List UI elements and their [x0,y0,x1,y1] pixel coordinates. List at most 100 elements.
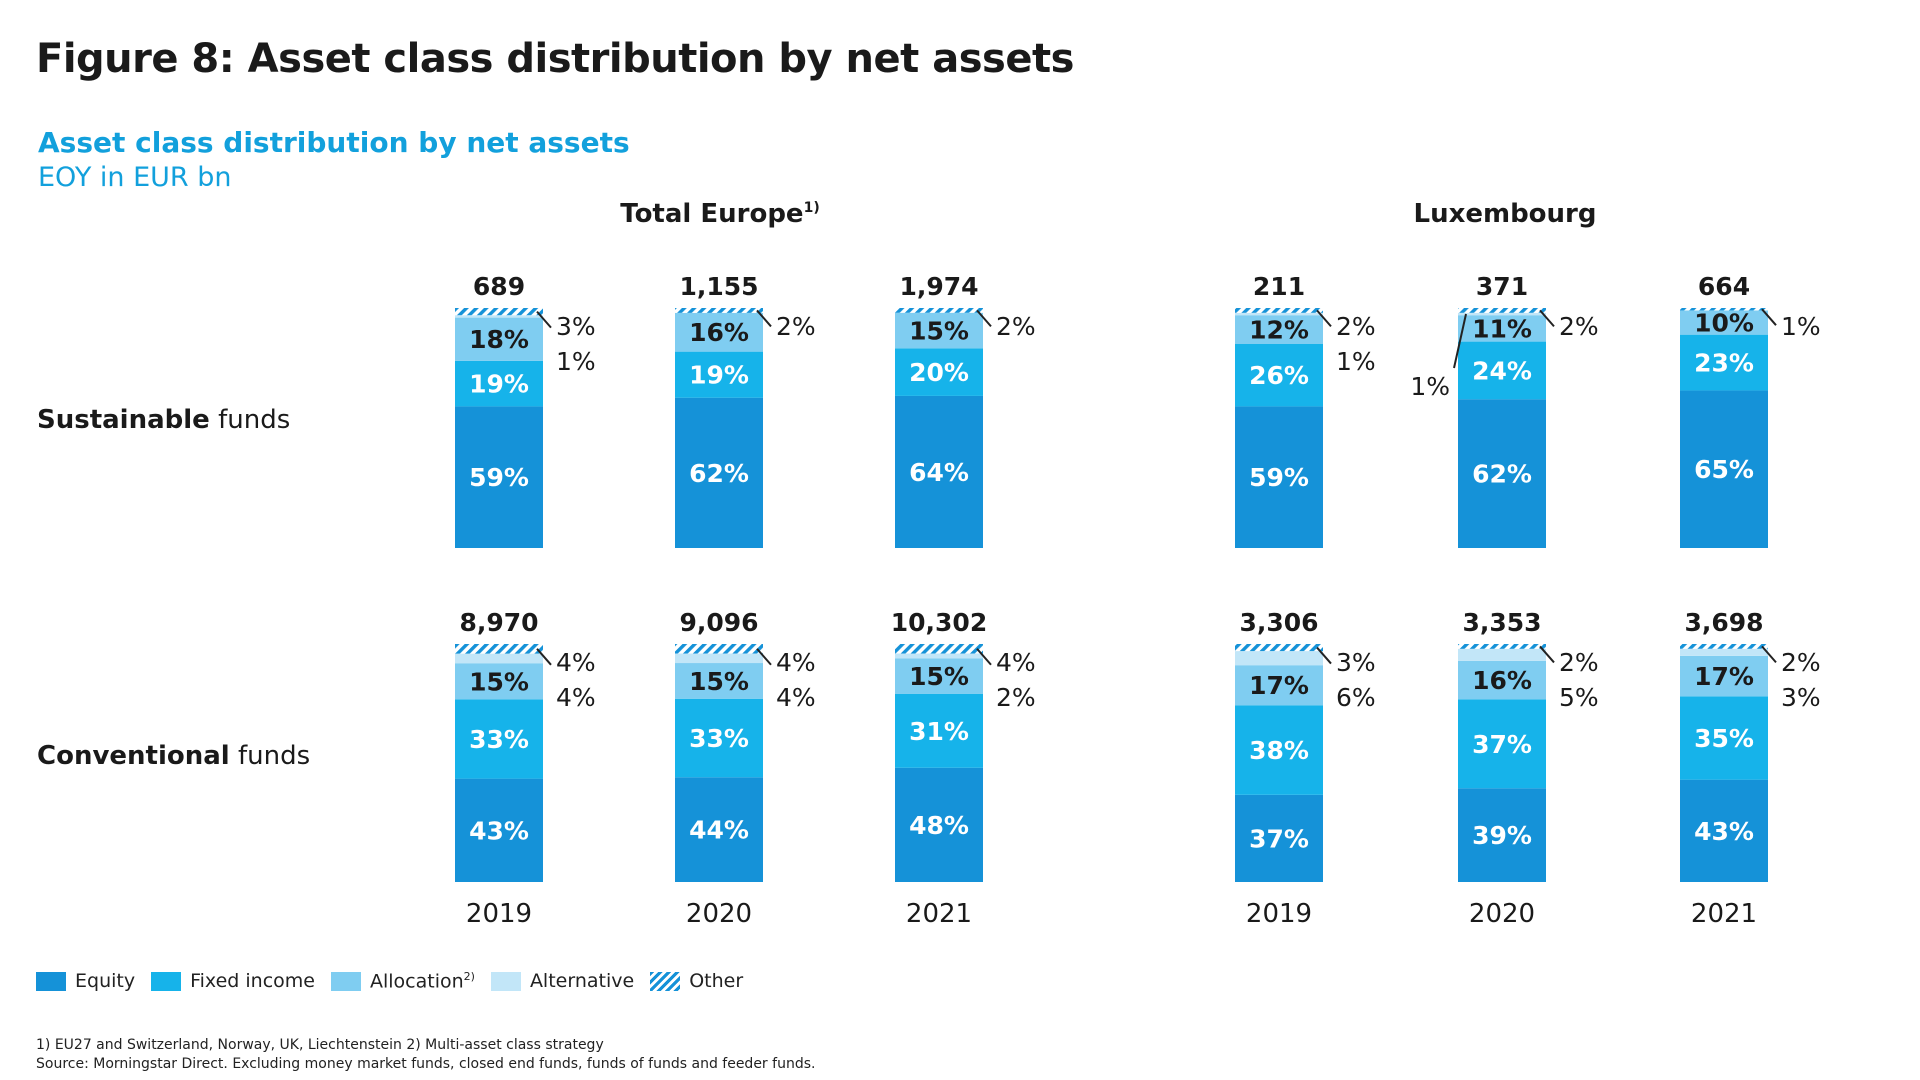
other-pct-label: 1% [1781,312,1821,341]
bar-segment-equity [1680,390,1768,548]
chart-legend: Equity Fixed income Allocation2) Alterna… [36,970,743,992]
leader-line [976,648,992,666]
legend-swatch-fixed-income [151,971,182,991]
year-label: 2019 [466,899,532,929]
segment-label-fixed-income: 38% [1249,736,1309,765]
bar-segment-equity [895,395,983,548]
bar-segment-other [455,644,543,654]
bar-total-label: 9,096 [679,608,758,637]
segment-label-equity: 59% [469,463,529,492]
leader-line [1316,309,1332,328]
bar-segment-equity [455,406,543,548]
legend-label-equity: Equity [75,970,136,993]
year-label: 2021 [906,899,972,929]
bar-segment-fixed-income [1458,699,1546,789]
row-label: Conventional funds [37,741,310,771]
bar-total-label: 1,974 [899,272,978,301]
segment-label-fixed-income: 19% [689,361,749,390]
bar-segment-allocation [675,312,763,352]
bar-segment-other [895,308,983,313]
bar-segment-other [675,308,763,313]
legend-allocation-footnote: 2) [463,970,475,983]
bar-segment-alternative [455,653,543,664]
year-label: 2020 [1469,899,1535,929]
bar-segment-equity [1458,788,1546,882]
alternative-pct-label: 1% [1336,347,1376,376]
legend-label-allocation: Allocation2) [370,970,475,992]
bar-segment-fixed-income [1680,696,1768,780]
bar-segment-other [1680,308,1768,311]
segment-label-allocation: 10% [1694,309,1754,338]
other-pct-label: 3% [1336,648,1376,677]
segment-label-equity: 44% [689,816,749,845]
leader-line [756,309,772,328]
chart-unit: EOY in EUR bn [38,162,232,193]
bar-segment-allocation [1680,310,1768,335]
segment-label-allocation: 18% [469,325,529,354]
leader-line [1539,645,1555,664]
leader-line [536,310,552,329]
other-pct-label: 2% [776,312,816,341]
year-label: 2020 [686,899,752,929]
segment-label-fixed-income: 23% [1694,349,1754,378]
bar-segment-other [1235,308,1323,313]
bar-total-label: 1,155 [679,272,758,301]
segment-label-equity: 65% [1694,455,1754,484]
bar-total-label: 689 [473,272,525,301]
bar-segment-other [1680,644,1768,649]
region-name: Total Europe [620,199,803,229]
segment-label-allocation: 16% [689,318,749,347]
bar-segment-allocation [1235,665,1323,706]
legend-item-alternative: Alternative [490,970,635,993]
row-label: Sustainable funds [37,405,290,435]
bar-segment-alternative [1235,312,1323,316]
other-pct-label: 2% [1336,312,1376,341]
segment-label-fixed-income: 24% [1472,356,1532,385]
bar-segment-allocation [455,663,543,700]
bar-segment-alternative [1458,312,1546,316]
bar-segment-fixed-income [455,360,543,407]
bar-total-label: 10,302 [891,608,987,637]
bar-segment-fixed-income [1235,705,1323,795]
legend-label-alternative: Alternative [529,970,635,993]
bar-segment-other [1458,308,1546,313]
bar-segment-allocation [455,317,543,361]
other-pct-label: 4% [556,648,596,677]
bar-segment-fixed-income [895,348,983,396]
leader-line [1761,645,1777,664]
bar-segment-other [675,644,763,654]
source-text: Source: Morningstar Direct. Excluding mo… [36,1056,816,1072]
chart-subtitle: Asset class distribution by net assets [38,126,630,159]
row-label-rest: funds [230,741,310,771]
bar-segment-other [1458,644,1546,649]
alternative-pct-label: 3% [1781,683,1821,712]
bar-segment-alternative [1458,648,1546,661]
other-pct-label: 2% [1559,648,1599,677]
bar-segment-fixed-income [1235,344,1323,407]
legend-label-other: Other [689,970,744,993]
segment-label-allocation: 15% [469,667,529,696]
bar-segment-allocation [1458,660,1546,700]
bar-total-label: 3,698 [1684,608,1763,637]
segment-label-equity: 37% [1249,824,1309,853]
segment-label-equity: 43% [1694,817,1754,846]
bar-segment-equity [675,397,763,548]
segment-label-fixed-income: 37% [1472,730,1532,759]
leader-line [1761,308,1777,326]
bar-total-label: 211 [1253,272,1305,301]
bar-segment-equity [1235,794,1323,882]
other-pct-label: 2% [996,312,1036,341]
legend-item-equity: Equity [36,970,135,992]
other-pct-label: 4% [996,648,1036,677]
segment-label-allocation: 15% [909,662,969,691]
bar-segment-equity [1680,779,1768,882]
bar-total-label: 664 [1698,272,1750,301]
segment-label-fixed-income: 26% [1249,361,1309,390]
segment-label-equity: 48% [909,811,969,840]
segment-label-fixed-income: 33% [469,725,529,754]
other-pct-label: 2% [1559,312,1599,341]
bar-segment-alternative [455,315,543,318]
legend-swatch-alternative [490,971,521,991]
segment-label-fixed-income: 33% [689,724,749,753]
